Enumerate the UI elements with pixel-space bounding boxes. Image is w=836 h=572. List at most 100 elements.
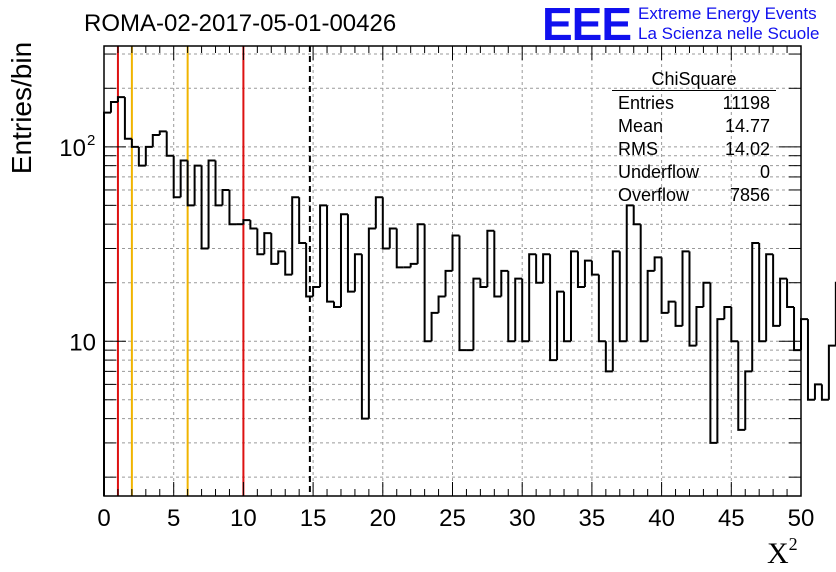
histogram-bin — [521, 278, 530, 343]
histogram-bin — [583, 259, 592, 288]
histogram-bin — [625, 204, 634, 342]
histogram-bin — [507, 270, 516, 343]
histogram-bin — [388, 227, 397, 249]
histogram-bin — [437, 295, 446, 313]
histogram-bin — [284, 251, 293, 276]
logo-line-2: La Scienza nelle Scuole — [638, 24, 820, 43]
histogram-bin — [186, 160, 195, 207]
histogram-bin — [144, 145, 153, 166]
logo-line-1: Extreme Energy Events — [638, 4, 817, 23]
x-tick-label: 40 — [648, 505, 675, 532]
histogram-bin — [632, 205, 641, 226]
histogram-bin — [604, 341, 613, 373]
x-tick-label: 35 — [579, 505, 606, 532]
histogram-bin — [221, 188, 230, 206]
histogram-bin — [367, 227, 376, 419]
histogram-bin — [688, 251, 697, 347]
histogram-bin — [319, 204, 328, 288]
stats-row-entries: Entries 11198 — [612, 92, 776, 115]
stats-row-underflow: Underflow 0 — [612, 161, 776, 184]
histogram-bin — [758, 243, 767, 343]
histogram-bin — [772, 254, 781, 327]
histogram-bin — [339, 213, 348, 308]
histogram-bin — [172, 155, 181, 199]
stats-box: ChiSquare Entries 11198 Mean 14.77 RMS 1… — [612, 68, 776, 207]
stats-value: 14.02 — [724, 139, 770, 159]
histogram-bin — [723, 306, 732, 320]
histogram-bin — [130, 138, 139, 148]
y-tick-label-exponent: 2 — [87, 132, 95, 149]
stats-label: Overflow — [618, 185, 690, 205]
x-tick-label: 0 — [97, 505, 110, 532]
x-tick-label: 20 — [369, 505, 396, 532]
x-tick-label: 50 — [788, 505, 815, 532]
histogram-bin — [737, 341, 746, 431]
histogram-bin — [458, 235, 467, 352]
histogram-bin — [800, 318, 808, 351]
histogram-bin — [806, 319, 815, 401]
stats-value: 14.77 — [724, 116, 770, 136]
histogram-bin — [549, 254, 558, 362]
histogram-bin — [451, 234, 460, 271]
histogram-bin — [646, 269, 655, 342]
x-tick-labels: 0 5 10 15 20 25 30 35 40 45 50 — [97, 505, 814, 532]
stats-label: Entries — [618, 93, 675, 113]
histogram-bin — [827, 344, 836, 400]
histogram-bin — [151, 134, 160, 147]
reference-lines — [116, 46, 311, 496]
histogram-bin — [270, 233, 279, 265]
histogram-bin — [535, 254, 544, 284]
histogram-bin — [346, 214, 355, 293]
stats-row-mean: Mean 14.77 — [612, 115, 776, 138]
histogram-bin — [472, 277, 481, 351]
histogram-bin — [716, 318, 725, 443]
histogram-bin — [730, 307, 739, 343]
histogram-bin — [109, 101, 118, 113]
histogram-bin — [116, 96, 125, 103]
y-axis-label: Entries/bin — [6, 42, 37, 174]
histogram-bin — [765, 253, 774, 342]
histogram-bin — [409, 262, 418, 268]
chart-title: ROMA-02-2017-05-01-00426 — [84, 10, 397, 37]
histogram-bin — [486, 229, 495, 288]
logo-mark: EEE — [542, 0, 632, 50]
histogram-bin — [137, 146, 146, 167]
histogram-bin — [751, 242, 760, 372]
histogram-bin — [569, 250, 578, 342]
histogram-bin — [500, 269, 509, 297]
histogram-bin — [374, 196, 383, 229]
histogram-bin — [779, 277, 788, 326]
histogram-bin — [611, 250, 620, 372]
histogram-bin — [542, 253, 551, 283]
histogram-bin — [158, 130, 167, 136]
histogram-bin — [193, 164, 202, 206]
histogram-bin — [590, 260, 599, 276]
stats-value: 0 — [759, 162, 770, 182]
axis-ticks — [103, 46, 802, 496]
histogram-bin — [430, 311, 439, 342]
histogram-bin — [353, 253, 362, 292]
histogram-bin — [214, 160, 223, 207]
histogram-bin — [479, 278, 488, 289]
x-axis-label-base: X — [767, 537, 789, 570]
y-tick-label: 10 — [59, 135, 86, 162]
x-tick-label: 45 — [718, 505, 745, 532]
histogram-bin — [744, 370, 753, 430]
histogram-bin — [395, 228, 404, 269]
histogram-bin — [312, 286, 321, 297]
stats-row-rms: RMS 14.02 — [612, 138, 776, 161]
histogram-bin — [381, 197, 390, 250]
stats-label: Underflow — [618, 162, 700, 182]
histogram-bin — [597, 274, 606, 343]
histogram-bin — [326, 205, 335, 303]
stats-value: 11198 — [722, 93, 770, 113]
histogram-bin — [702, 281, 711, 308]
stats-row-overflow: Overflow 7856 — [612, 184, 776, 207]
histogram-bin — [291, 196, 300, 275]
histogram-bin — [305, 243, 314, 298]
histogram-bin — [793, 307, 801, 352]
histogram-bin — [423, 224, 432, 343]
histogram-bin — [667, 300, 676, 313]
